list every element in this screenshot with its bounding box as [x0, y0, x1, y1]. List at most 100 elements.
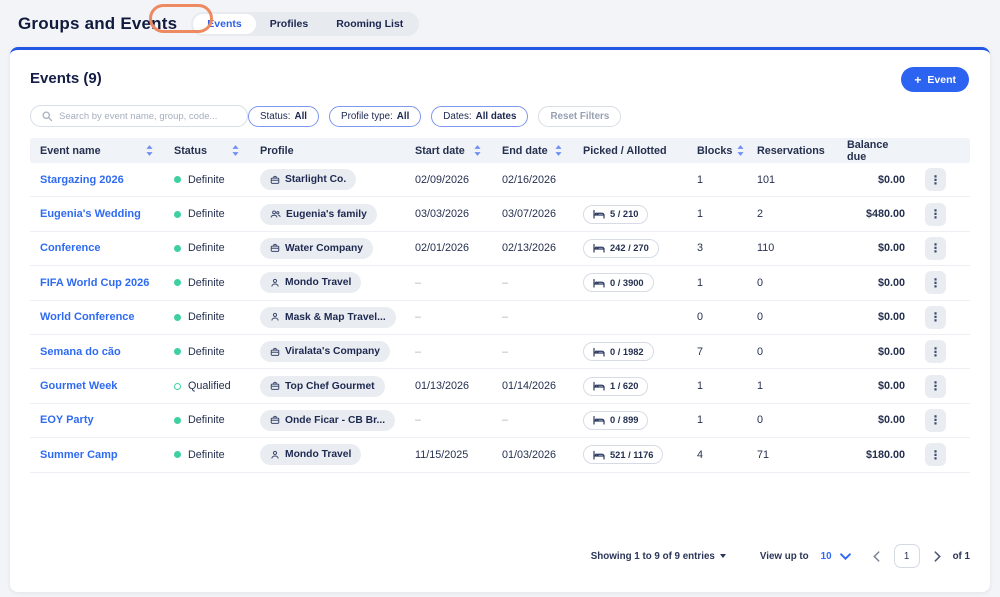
row-actions-kebab-menu[interactable]: ⋮ [925, 374, 946, 398]
sort-icon[interactable] [231, 145, 240, 156]
profile-chip[interactable]: Starlight Co. [260, 169, 357, 191]
status-cell: Definite [164, 208, 250, 220]
balance-due-value: $0.00 [877, 242, 905, 255]
col-header-start-date[interactable]: Start date [405, 145, 492, 157]
profile-type-icon [270, 243, 280, 253]
caret-down-icon [719, 554, 726, 558]
col-header-blocks[interactable]: Blocks [687, 145, 747, 157]
add-event-button[interactable]: + Event [901, 67, 969, 92]
tab-profiles[interactable]: Profiles [269, 17, 309, 30]
filter-profile-type-label: Profile type: [341, 110, 393, 122]
reservations-value: 71 [757, 448, 770, 461]
profile-chip[interactable]: Eugenia's family [260, 203, 377, 225]
row-actions-kebab-menu[interactable]: ⋮ [925, 168, 946, 192]
tab-rooming-list[interactable]: Rooming List [336, 17, 404, 30]
sort-icon[interactable] [145, 145, 154, 156]
entries-summary-dropdown[interactable]: Showing 1 to 9 of 9 entries [591, 551, 726, 562]
profile-name: Starlight Co. [285, 174, 347, 186]
sort-icon[interactable] [554, 145, 563, 156]
event-name-link[interactable]: FIFA World Cup 2026 [40, 276, 150, 289]
picked-allotted-pill: 0 / 899 [583, 410, 649, 430]
event-name-link[interactable]: Conference [40, 242, 101, 255]
profile-chip[interactable]: Viralata's Company [260, 341, 390, 363]
pagination-bar: Showing 1 to 9 of 9 entries View up to 1… [591, 544, 970, 568]
event-name-link[interactable]: Eugenia's Wedding [40, 208, 141, 221]
profile-type-icon [270, 209, 281, 219]
table-body: Stargazing 2026 Definite Starlight Co. 0… [30, 163, 970, 473]
status-dot-icon [174, 416, 181, 424]
col-header-event-name[interactable]: Event name [30, 145, 164, 157]
filter-dates[interactable]: Dates: All dates [431, 105, 529, 127]
profile-type-icon [270, 381, 280, 391]
profile-chip[interactable]: Onde Ficar - CB Br... [260, 409, 396, 431]
reservations-value: 0 [757, 345, 764, 358]
blocks-value: 1 [697, 276, 704, 289]
events-table: Event name Status Profile Start date End… [30, 138, 970, 473]
end-date: 03/07/2026 [502, 208, 557, 221]
start-date: – [415, 345, 422, 358]
row-actions-kebab-menu[interactable]: ⋮ [925, 305, 946, 329]
start-date: – [415, 311, 422, 324]
search-box[interactable] [30, 105, 248, 127]
profile-chip[interactable]: Top Chef Gourmet [260, 375, 385, 397]
search-input[interactable] [59, 110, 237, 122]
profile-type-icon [270, 450, 280, 460]
profile-chip[interactable]: Mask & Map Travel... [260, 306, 396, 328]
balance-due-value: $0.00 [877, 173, 905, 186]
event-name-link[interactable]: Stargazing 2026 [40, 173, 124, 186]
filter-profile-type[interactable]: Profile type: All [329, 105, 422, 127]
filter-row: Status: All Profile type: All Dates: All… [30, 105, 970, 127]
picked-allotted-value: 0 / 1982 [610, 346, 644, 357]
balance-due-value: $0.00 [877, 414, 905, 427]
picked-allotted-value: 0 / 899 [610, 415, 639, 426]
row-actions-kebab-menu[interactable]: ⋮ [925, 271, 946, 295]
row-actions-kebab-menu[interactable]: ⋮ [925, 202, 946, 226]
table-row: Conference Definite Water Company 02/01/… [30, 232, 970, 267]
status-cell: Definite [164, 174, 250, 186]
reset-filters-button[interactable]: Reset Filters [538, 105, 622, 127]
picked-allotted-pill: 0 / 1982 [583, 342, 654, 362]
profile-chip[interactable]: Mondo Travel [260, 444, 362, 466]
col-header-status[interactable]: Status [164, 145, 250, 157]
page-number-input[interactable] [893, 544, 920, 568]
start-date: – [415, 414, 422, 427]
event-name-link[interactable]: Semana do cão [40, 345, 121, 358]
picked-allotted-value: 1 / 620 [610, 381, 639, 392]
next-page-button[interactable] [934, 550, 941, 562]
table-row: EOY Party Definite Onde Ficar - CB Br...… [30, 404, 970, 439]
row-actions-kebab-menu[interactable]: ⋮ [925, 443, 946, 467]
blocks-value: 7 [697, 345, 704, 358]
event-name-link[interactable]: Summer Camp [40, 448, 118, 461]
total-pages-label: of 1 [952, 550, 970, 562]
profile-chip[interactable]: Mondo Travel [260, 272, 362, 294]
profile-chip[interactable]: Water Company [260, 237, 374, 259]
col-header-profile: Profile [260, 144, 294, 157]
row-actions-kebab-menu[interactable]: ⋮ [925, 408, 946, 432]
profile-type-icon [270, 312, 280, 322]
status-dot-icon [174, 244, 181, 252]
top-bar: Groups and Events Events Profiles Roomin… [0, 0, 1000, 47]
profile-name: Mondo Travel [285, 277, 352, 289]
event-name-link[interactable]: World Conference [40, 311, 135, 324]
filter-status[interactable]: Status: All [248, 105, 320, 127]
sort-icon[interactable] [736, 145, 745, 156]
row-actions-kebab-menu[interactable]: ⋮ [925, 340, 946, 364]
profile-name: Mondo Travel [285, 449, 352, 461]
page-size-select[interactable]: 10 [821, 551, 851, 562]
bed-icon [593, 347, 605, 357]
picked-allotted-pill: 5 / 210 [583, 204, 649, 224]
profile-type-icon [270, 347, 280, 357]
event-name-link[interactable]: Gourmet Week [40, 380, 118, 393]
profile-name: Water Company [285, 242, 364, 254]
status-label: Definite [188, 448, 225, 461]
reservations-value: 0 [757, 311, 764, 324]
picked-allotted-pill: 521 / 1176 [583, 445, 664, 465]
col-header-end-date[interactable]: End date [492, 145, 573, 157]
row-actions-kebab-menu[interactable]: ⋮ [925, 236, 946, 260]
tab-events[interactable]: Events [193, 13, 256, 34]
prev-page-button[interactable] [872, 550, 880, 562]
filter-status-value: All [294, 110, 308, 122]
sort-icon[interactable] [473, 145, 482, 156]
event-name-link[interactable]: EOY Party [40, 414, 94, 427]
filter-dates-value: All dates [475, 110, 517, 122]
